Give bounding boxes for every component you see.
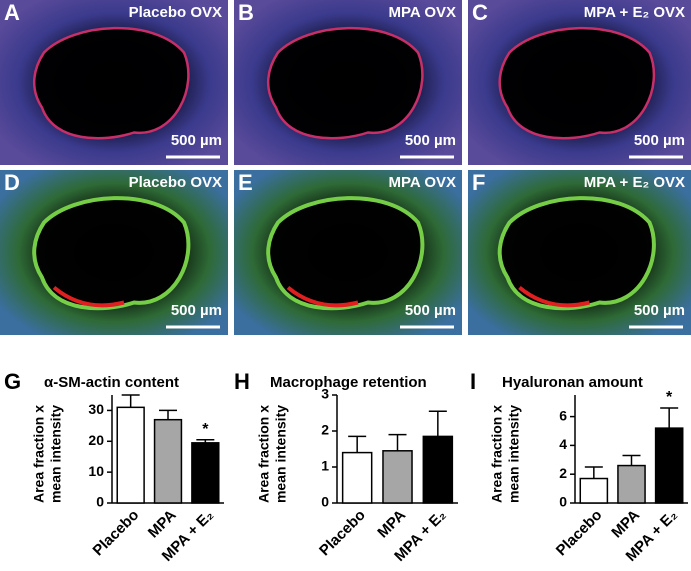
scale-label: 500 µm xyxy=(634,132,685,149)
error-bar xyxy=(660,407,679,429)
tissue-red xyxy=(52,285,125,308)
panel-label: MPA + E₂ OVX xyxy=(584,4,685,21)
significance: * xyxy=(666,389,673,406)
panel-label: Placebo OVX xyxy=(129,4,222,21)
error-bar xyxy=(159,409,177,420)
y-axis-label: mean intensity xyxy=(273,405,289,503)
chart-title: Hyaluronan amount xyxy=(502,374,643,391)
y-axis-label: mean intensity xyxy=(506,405,522,503)
significance: * xyxy=(202,421,209,438)
error-bar xyxy=(348,435,367,453)
error-bar xyxy=(121,394,140,408)
chart-title: Macrophage retention xyxy=(270,374,427,391)
lumen xyxy=(497,196,656,311)
scale-label: 500 µm xyxy=(171,302,222,319)
panel-letter: C xyxy=(472,0,488,25)
bar xyxy=(116,406,145,504)
y-tick-label: 0 xyxy=(559,494,567,510)
bar xyxy=(617,464,646,504)
y-tick-label: 0 xyxy=(321,494,329,510)
chart-letter: H xyxy=(234,369,250,394)
bar xyxy=(654,427,684,504)
y-axis-label: Area fraction x xyxy=(31,405,47,503)
tissue-red xyxy=(518,285,590,308)
y-tick-label: 0 xyxy=(96,494,104,510)
panel-letter: D xyxy=(4,170,20,195)
chart-title: α-SM-actin content xyxy=(44,374,179,391)
error-bar xyxy=(622,454,641,466)
y-axis-label: Area fraction x xyxy=(256,405,272,503)
x-tick-label: Placebo xyxy=(90,507,143,560)
error-bar xyxy=(388,433,407,451)
x-tick-label: MPA xyxy=(374,507,409,542)
y-tick-label: 6 xyxy=(559,407,567,423)
scale-label: 500 µm xyxy=(634,302,685,319)
panel-label: Placebo OVX xyxy=(129,174,222,191)
lumen xyxy=(266,196,425,311)
bar xyxy=(191,442,220,504)
bar xyxy=(382,450,413,504)
y-axis-label: Area fraction x xyxy=(489,405,505,503)
panel-letter: B xyxy=(238,0,254,25)
chart-letter: G xyxy=(4,369,21,394)
tissue-red xyxy=(286,285,359,308)
scale-label: 500 µm xyxy=(171,132,222,149)
y-tick-label: 30 xyxy=(88,401,104,417)
y-tick-label: 4 xyxy=(559,436,567,452)
error-bar xyxy=(428,410,447,437)
lumen xyxy=(33,26,190,140)
panel-letter: A xyxy=(4,0,20,25)
bar xyxy=(153,418,183,504)
panel-label: MPA OVX xyxy=(388,4,456,21)
bar xyxy=(422,435,454,504)
lumen xyxy=(267,26,424,140)
panel-label: MPA + E₂ OVX xyxy=(584,174,685,191)
scale-label: 500 µm xyxy=(405,302,456,319)
lumen xyxy=(498,26,656,140)
lumen xyxy=(32,196,191,311)
x-tick-label: Placebo xyxy=(316,507,369,560)
y-tick-label: 1 xyxy=(321,458,329,474)
error-bar xyxy=(584,466,603,479)
bar xyxy=(579,477,609,504)
bar xyxy=(341,451,373,504)
panel-label: MPA OVX xyxy=(388,174,456,191)
y-tick-label: 20 xyxy=(88,432,104,448)
panel-letter: F xyxy=(472,170,485,195)
y-tick-label: 2 xyxy=(559,465,567,481)
error-bar xyxy=(196,438,215,443)
y-tick-label: 10 xyxy=(88,463,104,479)
y-tick-label: 2 xyxy=(321,422,329,438)
panel-letter: E xyxy=(238,170,253,195)
x-tick-label: Placebo xyxy=(553,507,606,560)
y-tick-label: 3 xyxy=(321,386,329,402)
scale-label: 500 µm xyxy=(405,132,456,149)
y-axis-label: mean intensity xyxy=(48,405,64,503)
chart-letter: I xyxy=(470,369,476,394)
